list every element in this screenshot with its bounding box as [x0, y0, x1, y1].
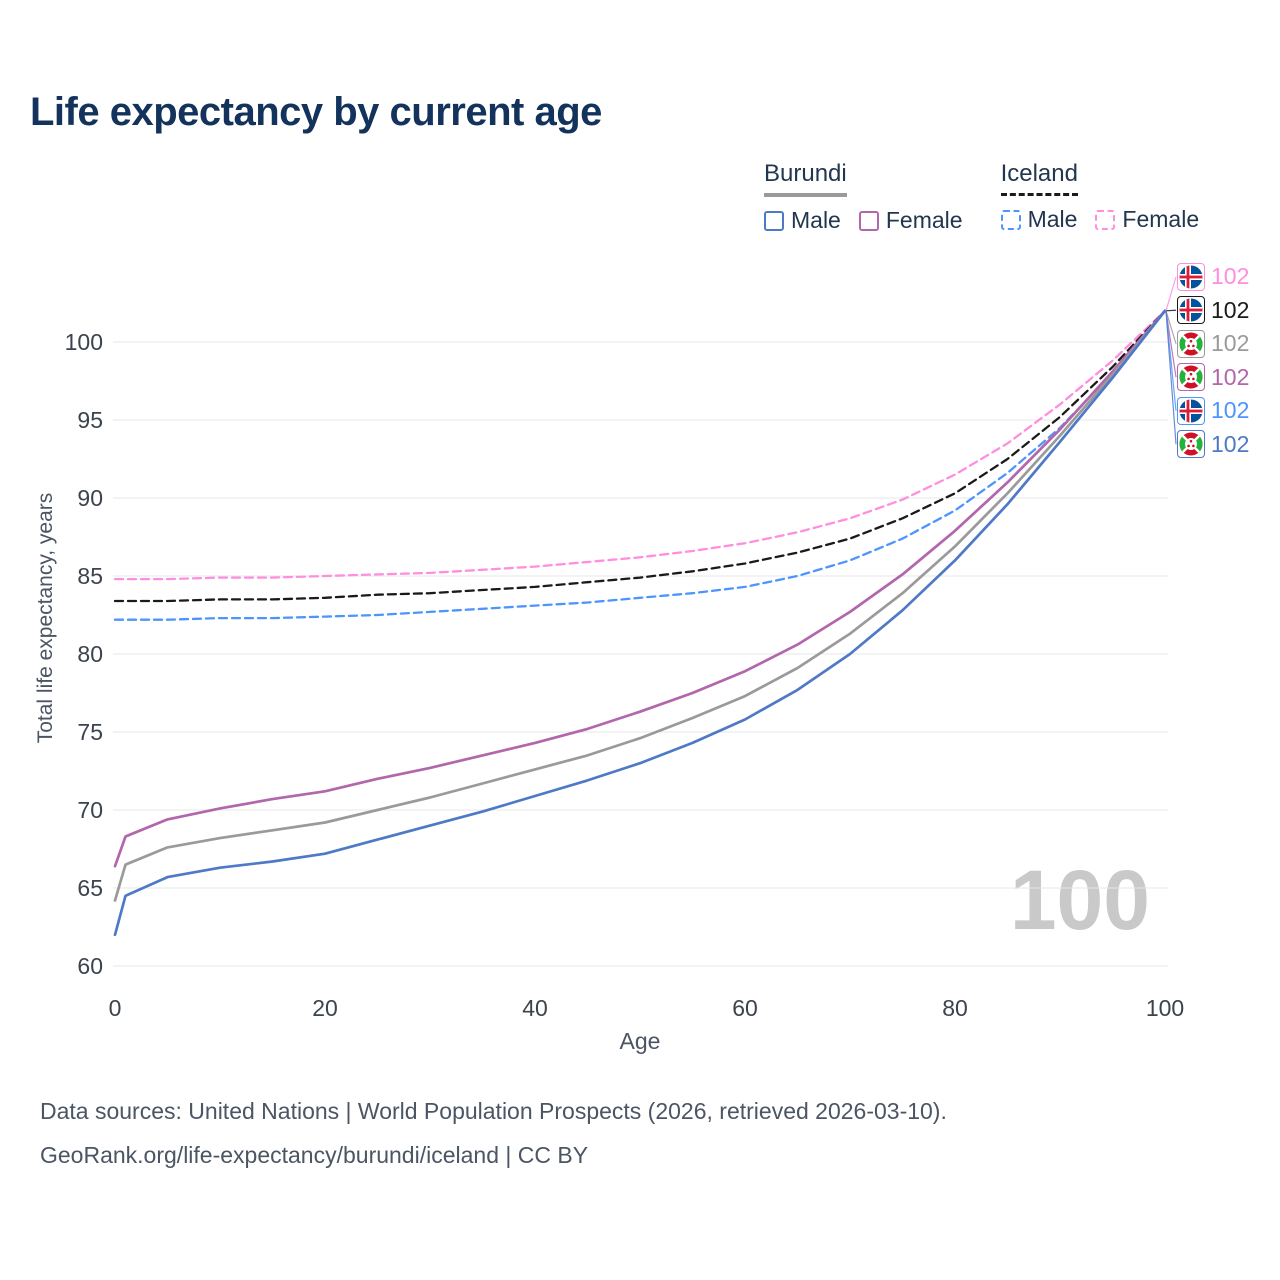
- x-tick-label: 20: [312, 995, 338, 1021]
- end-label-row: 102: [1177, 327, 1249, 361]
- burundi-flag-icon: [1179, 365, 1203, 389]
- end-label-row: 102: [1177, 361, 1249, 395]
- end-label-leader-line: [1165, 310, 1177, 344]
- end-value-labels: 102 102 102 102 102 102: [1177, 260, 1249, 461]
- burundi-flag-icon: [1179, 432, 1203, 456]
- attribution-text: GeoRank.org/life-expectancy/burundi/icel…: [40, 1142, 589, 1168]
- y-tick-label: 90: [77, 485, 103, 511]
- iceland-flag-icon: [1179, 399, 1203, 423]
- legend-header-burundi: Burundi: [764, 160, 847, 197]
- end-label-leader-line: [1165, 309, 1177, 312]
- series-line-iceland-male: [113, 309, 1167, 621]
- footer: Data sources: United Nations | World Pop…: [40, 1098, 947, 1186]
- flag-chip: [1177, 262, 1205, 291]
- series-line-burundi-both: [113, 309, 1167, 902]
- end-label-value: 102: [1211, 397, 1250, 424]
- y-tick-label: 65: [77, 875, 103, 901]
- y-tick-label: 80: [77, 641, 103, 667]
- series-line-iceland-both: [113, 309, 1167, 603]
- x-axis-title: Age: [619, 1028, 661, 1054]
- y-tick-label: 85: [77, 563, 103, 589]
- legend-group-burundi: Burundi Male Female: [764, 160, 963, 234]
- end-label-value: 102: [1211, 263, 1250, 290]
- iceland-flag-icon: [1179, 298, 1203, 322]
- iceland-female-swatch-icon: [1095, 209, 1116, 230]
- x-tick-label: 40: [522, 995, 548, 1021]
- flag-chip: [1177, 363, 1205, 392]
- legend-item-iceland-female[interactable]: Female: [1095, 206, 1199, 233]
- legend-item-label: Male: [791, 207, 841, 233]
- legend-item-burundi-female[interactable]: Female: [858, 207, 963, 234]
- legend-item-iceland-male[interactable]: Male: [1000, 206, 1078, 233]
- flag-chip: [1177, 296, 1205, 325]
- end-label-leader-line: [1165, 276, 1177, 311]
- page-title: Life expectancy by current age: [30, 90, 602, 134]
- legend-item-label: Female: [1122, 206, 1200, 232]
- legend: Burundi Male Female Iceland Male: [764, 160, 1199, 234]
- flag-chip: [1177, 430, 1205, 459]
- end-label-value: 102: [1211, 296, 1250, 323]
- burundi-flag-icon: [1179, 332, 1203, 356]
- flag-chip: [1177, 396, 1205, 425]
- x-tick-label: 0: [109, 995, 122, 1021]
- burundi-male-swatch-icon: [764, 210, 784, 231]
- iceland-male-swatch-icon: [1000, 209, 1021, 230]
- end-label-leader-line: [1165, 310, 1177, 445]
- legend-item-burundi-male[interactable]: Male: [764, 207, 841, 234]
- end-label-row: 102: [1177, 428, 1249, 462]
- y-tick-label: 75: [77, 719, 103, 745]
- y-tick-label: 95: [77, 407, 103, 433]
- x-tick-label: 60: [732, 995, 758, 1021]
- series-line-burundi-female: [113, 309, 1167, 868]
- x-tick-label: 100: [1146, 995, 1184, 1021]
- y-tick-label: 60: [77, 953, 103, 979]
- end-label-row: 102: [1177, 260, 1249, 294]
- series-line-burundi-male: [113, 309, 1167, 937]
- data-sources-text: Data sources: United Nations | World Pop…: [40, 1098, 947, 1124]
- x-tick-label: 80: [942, 995, 968, 1021]
- end-label-row: 102: [1177, 394, 1249, 428]
- legend-group-iceland: Iceland Male Female: [1000, 160, 1199, 234]
- current-age-watermark: 100: [1009, 853, 1150, 947]
- y-tick-label: 100: [65, 329, 103, 355]
- burundi-female-swatch-icon: [858, 210, 879, 231]
- y-tick-label: 70: [77, 797, 103, 823]
- flag-chip: [1177, 329, 1205, 358]
- series-line-iceland-female: [113, 309, 1167, 581]
- legend-item-label: Male: [1027, 206, 1078, 232]
- end-label-value: 102: [1211, 330, 1250, 357]
- legend-header-iceland: Iceland: [1000, 160, 1078, 196]
- end-label-value: 102: [1211, 430, 1250, 457]
- end-label-value: 102: [1211, 363, 1250, 390]
- iceland-flag-icon: [1179, 265, 1203, 289]
- legend-item-label: Female: [885, 207, 963, 233]
- end-label-row: 102: [1177, 294, 1249, 328]
